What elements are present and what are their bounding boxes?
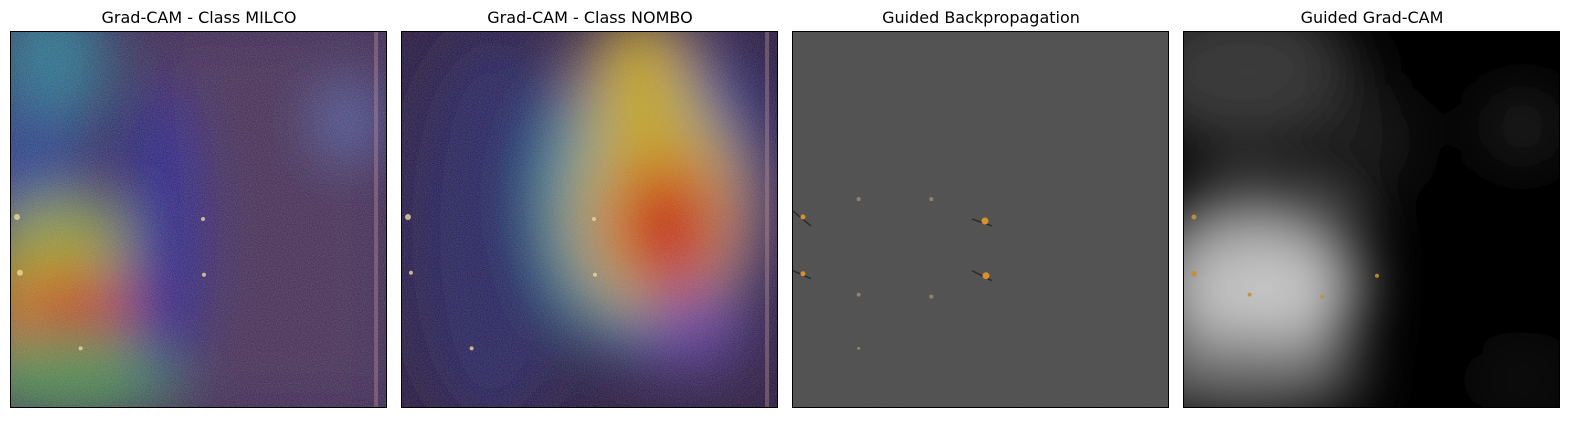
gradcam-nombo-image	[401, 31, 778, 408]
panel-guided-backprop: Guided Backpropagation	[792, 0, 1170, 423]
panel-title: Guided Grad-CAM	[1300, 8, 1444, 27]
panel-title: Grad-CAM - Class MILCO	[101, 8, 297, 27]
panel-guided-gradcam: Guided Grad-CAM	[1183, 0, 1561, 423]
panel-gradcam-nombo: Grad-CAM - Class NOMBO	[401, 0, 779, 423]
guided-gradcam-image	[1183, 31, 1560, 408]
panel-title: Grad-CAM - Class NOMBO	[487, 8, 693, 27]
gradcam-milco-image	[10, 31, 387, 408]
panel-gradcam-milco: Grad-CAM - Class MILCO	[10, 0, 388, 423]
panel-title: Guided Backpropagation	[882, 8, 1080, 27]
guided-backprop-image	[792, 31, 1169, 408]
